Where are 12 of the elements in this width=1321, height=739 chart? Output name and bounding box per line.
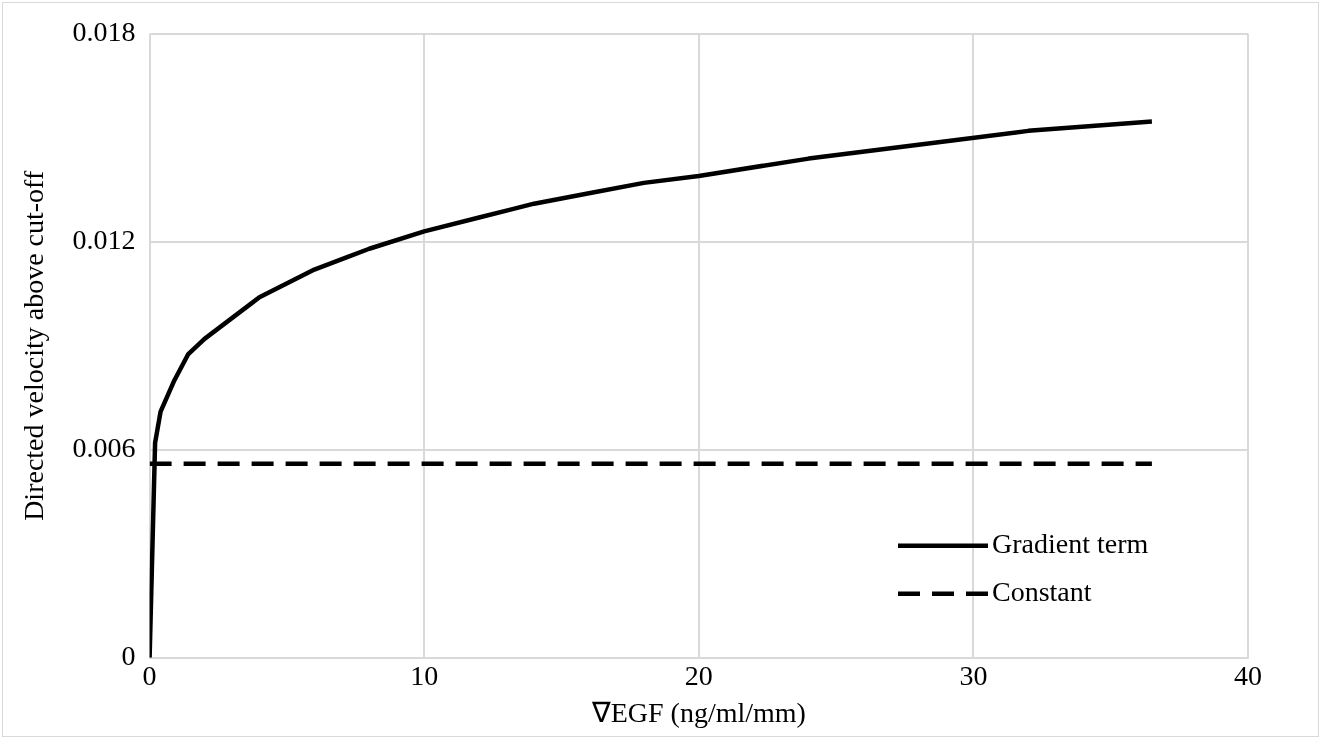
legend-label: Constant (992, 576, 1092, 608)
legend-label: Gradient term (992, 528, 1149, 560)
y-axis-title: Directed velocity above cut-off (18, 170, 50, 521)
y-tick-label: 0.006 (72, 432, 136, 464)
x-tick-label: 10 (410, 659, 439, 691)
y-tick-label: 0.012 (72, 224, 136, 256)
x-tick-label: 30 (959, 659, 988, 691)
x-tick-label: 20 (684, 659, 713, 691)
x-tick-label: 0 (142, 659, 157, 691)
x-tick-label: 40 (1234, 659, 1262, 691)
x-axis-title: ∇EGF (ng/ml/mm) (590, 696, 806, 728)
y-tick-label: 0.018 (72, 16, 136, 48)
